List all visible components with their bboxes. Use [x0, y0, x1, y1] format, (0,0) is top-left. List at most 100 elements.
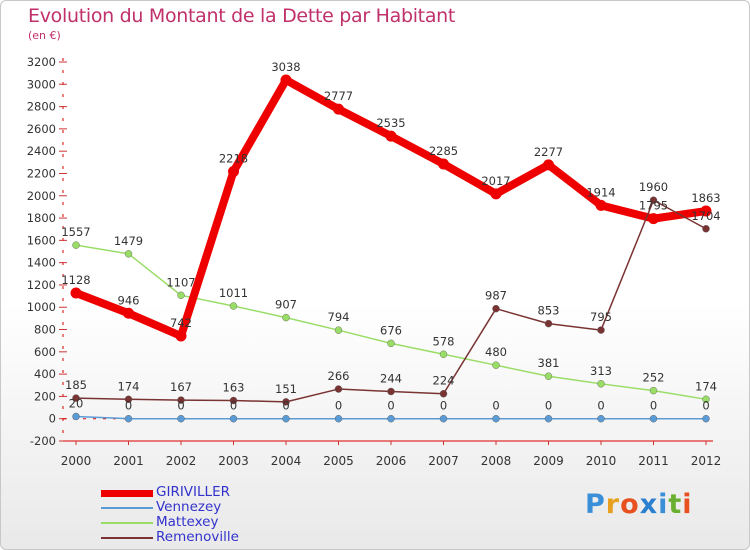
- data-point: [334, 385, 343, 393]
- data-point: [648, 213, 659, 225]
- x-tick-label: 2011: [638, 454, 669, 468]
- logo-letter: i: [658, 489, 669, 520]
- data-label: 1960: [639, 180, 668, 194]
- data-label: 2017: [481, 174, 510, 188]
- data-point: [597, 326, 605, 334]
- data-label: 794: [328, 310, 350, 324]
- data-label: 1914: [586, 185, 615, 199]
- data-point: [702, 395, 710, 404]
- legend-label: Remenoville: [156, 529, 239, 545]
- data-point: [177, 291, 185, 300]
- y-tick-label: 2000: [27, 189, 56, 203]
- data-point: [492, 304, 500, 313]
- data-point: [282, 415, 290, 423]
- data-point: [439, 415, 448, 423]
- data-point: [228, 165, 239, 177]
- y-tick-label: 1000: [27, 300, 56, 314]
- legend-label: Vennezey: [156, 499, 222, 515]
- data-point: [282, 313, 290, 322]
- y-tick-label: 2800: [27, 100, 56, 114]
- data-label: 0: [545, 399, 552, 413]
- x-tick-label: 2008: [481, 454, 512, 468]
- data-label: 946: [118, 293, 140, 307]
- logo-letter: t: [668, 489, 683, 520]
- x-tick-label: 2002: [166, 454, 197, 468]
- legend-swatch: [101, 537, 153, 539]
- data-point: [387, 415, 395, 423]
- data-label: 1557: [61, 225, 90, 239]
- x-tick-label: 2006: [376, 454, 407, 468]
- data-point: [387, 387, 395, 396]
- data-point: [702, 415, 710, 423]
- data-point: [649, 386, 658, 395]
- data-label: 0: [702, 399, 709, 413]
- data-label: 163: [223, 381, 245, 395]
- data-point: [597, 380, 605, 388]
- data-point: [124, 415, 133, 423]
- data-point: [492, 415, 500, 423]
- y-tick-label: 1400: [27, 256, 56, 270]
- data-point: [280, 74, 292, 86]
- data-label: 2285: [429, 144, 458, 158]
- data-point: [492, 361, 500, 369]
- data-point: [702, 225, 710, 233]
- data-point: [387, 339, 395, 348]
- y-tick-label: -200: [30, 434, 56, 448]
- data-point: [543, 159, 554, 171]
- data-label: 313: [590, 364, 612, 378]
- data-label: 185: [65, 378, 87, 392]
- data-point: [700, 205, 712, 217]
- data-point: [229, 396, 238, 405]
- y-tick-label: 600: [34, 345, 56, 359]
- data-point: [439, 350, 448, 358]
- data-label: 578: [433, 334, 455, 348]
- data-label: 20: [69, 396, 84, 410]
- logo-letter: r: [605, 489, 621, 520]
- y-tick-label: 1600: [27, 233, 56, 247]
- data-label: 907: [275, 298, 297, 312]
- y-tick-label: 0: [49, 412, 56, 426]
- data-label: 174: [118, 379, 140, 393]
- data-label: 676: [380, 323, 402, 337]
- data-point: [597, 415, 605, 423]
- data-point: [438, 158, 449, 170]
- data-label: 381: [538, 356, 560, 370]
- y-tick-label: 3200: [27, 55, 56, 69]
- data-label: 1704: [691, 209, 720, 223]
- data-label: 0: [387, 399, 394, 413]
- data-point: [544, 319, 553, 328]
- x-tick-label: 2007: [428, 454, 459, 468]
- data-label: 0: [177, 399, 184, 413]
- data-label: 0: [650, 399, 657, 413]
- data-label: 0: [597, 399, 604, 413]
- data-label: 987: [485, 289, 507, 303]
- data-point: [72, 394, 80, 402]
- data-label: 0: [492, 399, 499, 413]
- data-label: 1107: [166, 275, 195, 289]
- data-point: [595, 199, 607, 211]
- data-point: [72, 412, 80, 421]
- x-tick-label: 2009: [533, 454, 564, 468]
- y-tick-label: 2200: [27, 166, 56, 180]
- data-label: 2777: [324, 89, 353, 103]
- data-point: [544, 372, 553, 380]
- logo-letter: o: [620, 489, 640, 520]
- data-label: 853: [538, 304, 560, 318]
- data-point: [177, 415, 185, 423]
- x-tick-label: 2010: [586, 454, 617, 468]
- y-tick-label: 800: [34, 323, 56, 337]
- legend-label: Mattexey: [156, 514, 219, 530]
- data-point: [72, 241, 80, 249]
- data-label: 1795: [639, 199, 668, 213]
- y-tick-label: 1800: [27, 211, 56, 225]
- data-label: 0: [440, 399, 447, 413]
- data-point: [124, 250, 133, 258]
- data-label: 244: [380, 372, 402, 386]
- data-label: 0: [230, 399, 237, 413]
- data-label: 0: [125, 399, 132, 413]
- data-point: [334, 415, 343, 423]
- data-point: [282, 398, 290, 406]
- data-point: [124, 395, 133, 404]
- y-tick-label: 1200: [27, 278, 56, 292]
